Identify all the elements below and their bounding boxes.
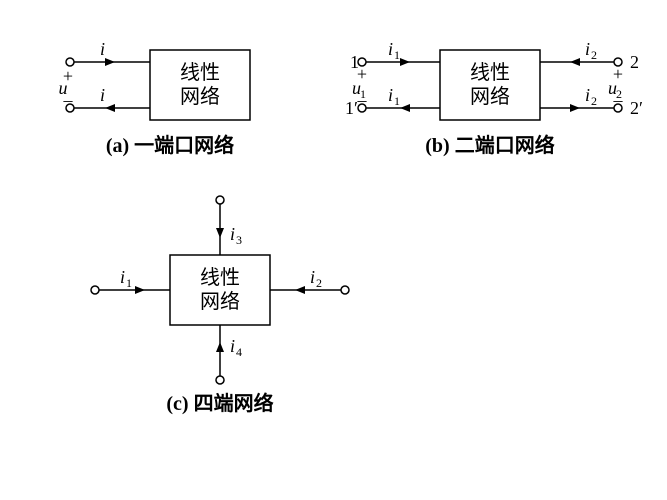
svg-text:2: 2 [316, 276, 322, 290]
svg-text:1: 1 [394, 48, 400, 62]
svg-text:3: 3 [236, 233, 242, 247]
svg-text:–: – [357, 90, 368, 110]
svg-text:i: i [100, 85, 105, 105]
svg-text:1′: 1′ [345, 98, 358, 118]
svg-text:2: 2 [591, 48, 597, 62]
svg-text:i: i [100, 39, 105, 59]
svg-text:2: 2 [630, 52, 639, 72]
svg-text:i: i [120, 267, 125, 287]
svg-text:线性: 线性 [470, 61, 510, 84]
svg-text:–: – [613, 90, 624, 110]
svg-text:2: 2 [591, 94, 597, 108]
svg-text:线性: 线性 [180, 61, 220, 84]
svg-text:网络: 网络 [470, 85, 510, 108]
svg-text:4: 4 [236, 345, 242, 359]
svg-text:i: i [388, 39, 393, 59]
svg-text:线性: 线性 [200, 266, 240, 289]
svg-text:网络: 网络 [200, 290, 240, 313]
svg-text:i: i [310, 267, 315, 287]
svg-text:i: i [585, 85, 590, 105]
svg-text:1: 1 [126, 276, 132, 290]
svg-text:(c) 四端网络: (c) 四端网络 [166, 391, 273, 415]
svg-text:(b) 二端口网络: (b) 二端口网络 [425, 133, 554, 157]
svg-text:2′: 2′ [630, 98, 643, 118]
svg-text:i: i [388, 85, 393, 105]
svg-text:1: 1 [394, 94, 400, 108]
svg-text:i: i [230, 336, 235, 356]
svg-text:(a) 一端口网络: (a) 一端口网络 [106, 133, 234, 157]
svg-text:i: i [585, 39, 590, 59]
svg-text:网络: 网络 [180, 85, 220, 108]
svg-text:i: i [230, 224, 235, 244]
svg-text:–: – [63, 90, 74, 110]
